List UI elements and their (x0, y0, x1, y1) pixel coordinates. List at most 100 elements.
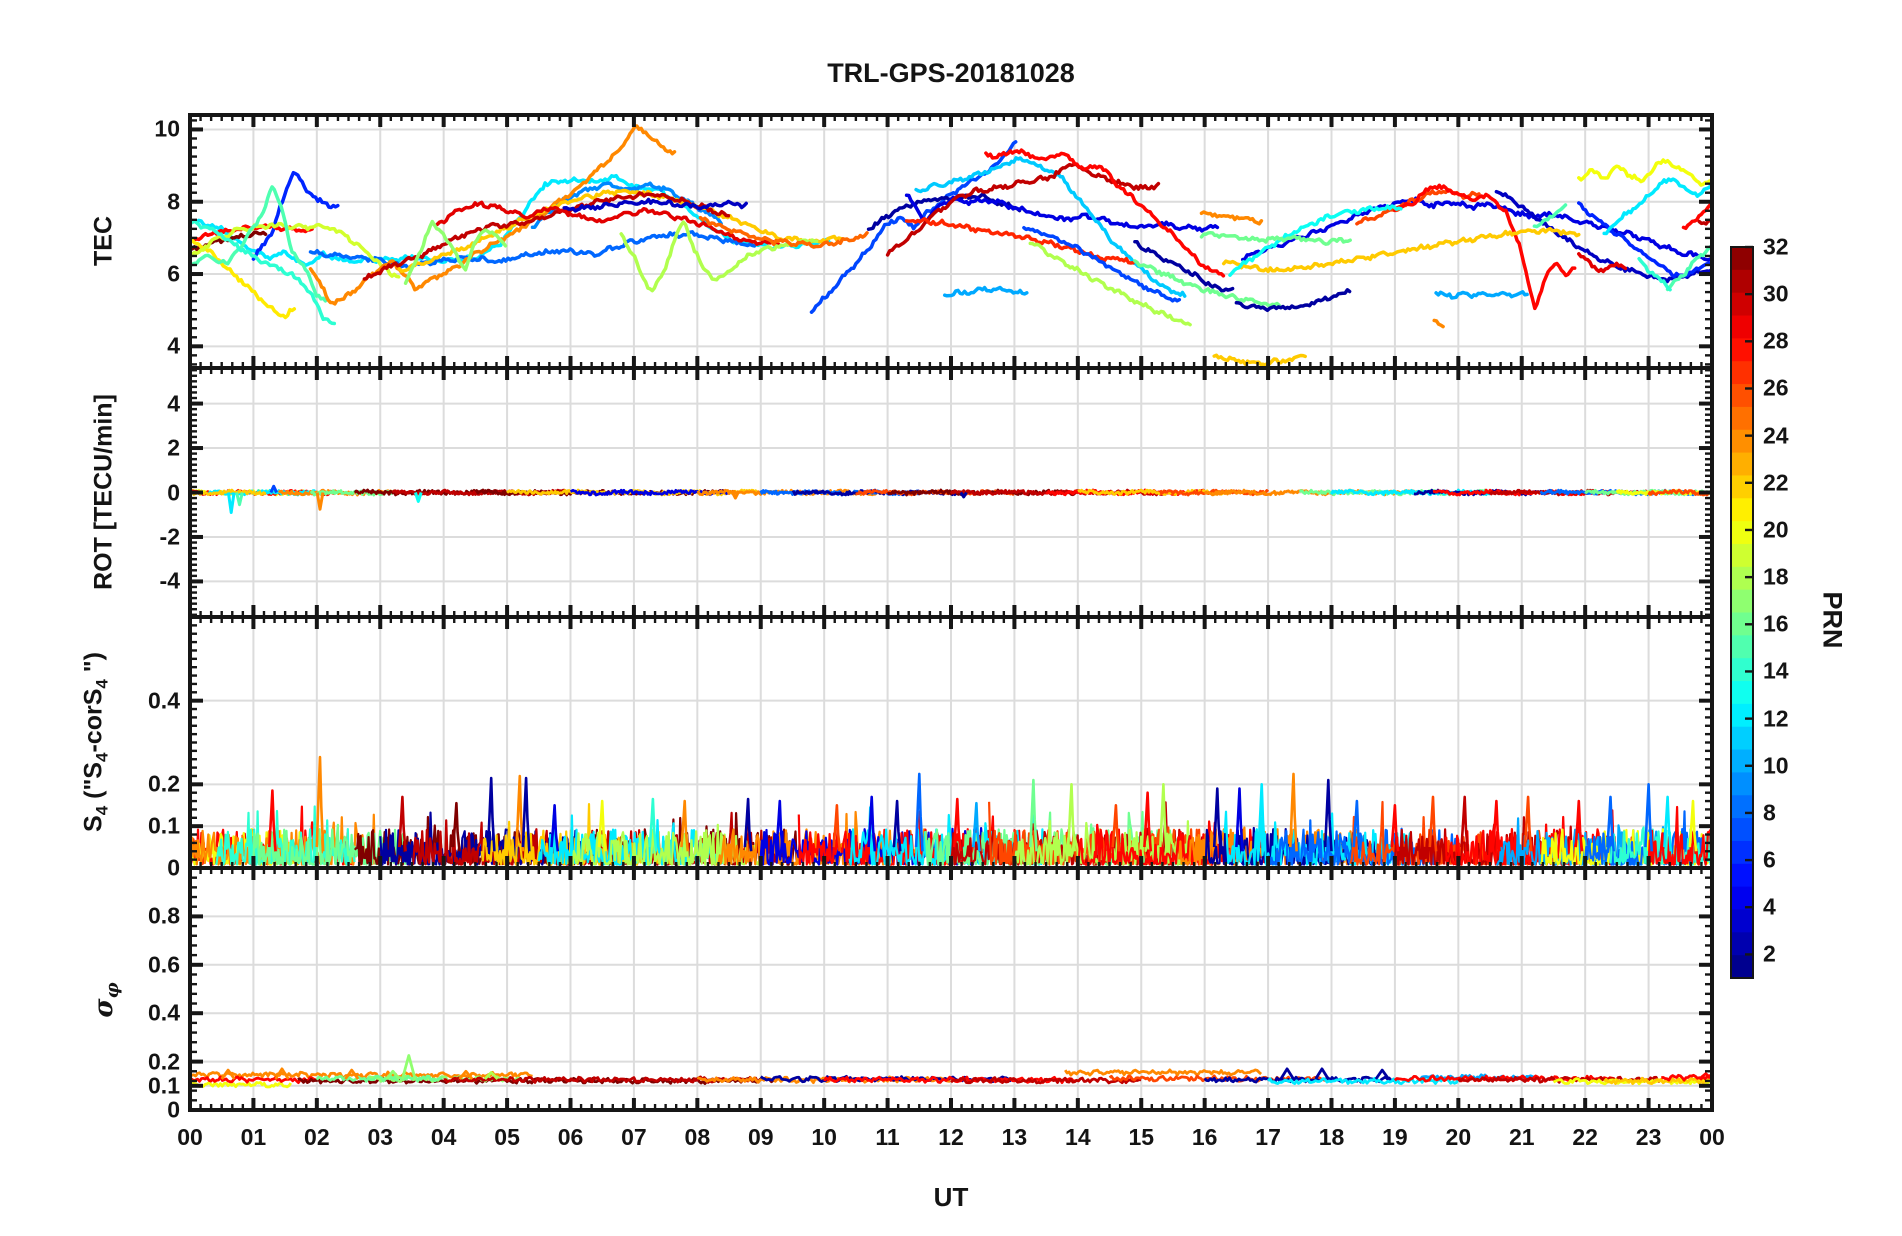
sigma-ytick-label: 0.1 (148, 1072, 180, 1099)
sigma-bump-prn-24 (220, 1068, 236, 1080)
x-tick-label: 21 (1508, 1124, 1535, 1150)
x-tick-label: 01 (240, 1124, 267, 1150)
rot-spike-prn-24 (315, 492, 325, 511)
sigma-bump-prn-17 (385, 1069, 401, 1080)
colorbar-tick-label: 26 (1763, 374, 1789, 401)
x-tick-label: 11 (875, 1124, 900, 1150)
s4-series-prn-28 (1647, 805, 1712, 866)
colorbar-tick-label: 6 (1763, 846, 1776, 873)
x-tick-label: 22 (1572, 1124, 1598, 1150)
tec-series-prn-30 (362, 191, 731, 281)
tec-series-prn-15 (1532, 203, 1568, 229)
colorbar-tick-label: 28 (1763, 327, 1789, 354)
s4-spike-prn-2 (892, 799, 902, 852)
grid-s4 (190, 617, 1712, 868)
sigma-ytick-label: 0.8 (148, 902, 180, 929)
s4-spike-prn-28 (1574, 799, 1584, 852)
rot-spike-prn-12 (226, 492, 236, 514)
tec-series-prn-18 (1028, 241, 1192, 327)
tec-series-prn-2 (1133, 239, 1235, 293)
tec-series-prn-2 (1234, 288, 1352, 313)
sigma-series-prn-28 (190, 1075, 317, 1084)
colorbar-tick-label: 30 (1763, 280, 1789, 307)
s4-spike-prn-28 (952, 797, 962, 852)
series-rot (190, 484, 1712, 514)
s4-spike-prn-2 (486, 776, 496, 852)
x-tick-label: 06 (557, 1124, 584, 1150)
x-tick-label: 00 (1699, 1124, 1725, 1150)
s4-spike-prn-4 (1235, 787, 1244, 852)
sigma-series-prn-22 (1603, 1076, 1712, 1085)
tec-series-prn-12 (1602, 177, 1712, 236)
tec-series-prn-3 (562, 197, 748, 213)
rot-series-prn-22 (506, 488, 762, 497)
rot-ytick-label: 4 (167, 390, 180, 417)
s4-spike-prn-8 (1644, 783, 1654, 852)
s4-spike-prn-2 (743, 797, 753, 852)
rot-ytick-label: -4 (159, 567, 180, 594)
s4-axis-label: S4 ("S4-corS4 ") (79, 652, 112, 832)
rot-spike-prn-13 (413, 492, 423, 503)
sigma-series-prn-24 (1064, 1068, 1263, 1077)
sigma-bump-prn-24 (458, 1069, 474, 1080)
tec-series-prn-7 (1022, 225, 1182, 303)
s4-spike-prn-8 (1606, 795, 1615, 852)
tec-ytick-label: 6 (167, 260, 180, 287)
s4-spike-prn-8 (1352, 799, 1362, 852)
sigma-bump-prn-2 (1314, 1067, 1330, 1080)
tec-ytick-label: 10 (154, 115, 180, 142)
tec-series-prn-4 (904, 193, 1220, 233)
colorbar-tick-label: 12 (1763, 705, 1789, 732)
tec-series-prn-22 (1212, 353, 1307, 367)
chart-title: TRL-GPS-20181028 (827, 58, 1075, 88)
x-tick-label: 12 (938, 1124, 964, 1150)
x-tick-label: 00 (177, 1124, 203, 1150)
x-tick-label: 04 (430, 1124, 457, 1150)
tec-series-prn-29 (1577, 252, 1628, 274)
tec-series-prn-15 (190, 185, 328, 303)
x-tick-label: 10 (811, 1124, 837, 1150)
x-tick-label: 09 (747, 1124, 774, 1150)
s4-ytick-label: 0.4 (148, 687, 180, 714)
colorbar (1730, 245, 1754, 979)
tec-series-prn-13 (1228, 204, 1403, 277)
s4-ytick-label: 0.1 (148, 812, 180, 839)
colorbar-tick-label: 4 (1763, 893, 1776, 920)
s4-spike-prn-4 (867, 795, 877, 852)
s4-spike-prn-28 (1390, 804, 1400, 852)
x-tick-label: 16 (1191, 1124, 1218, 1150)
s4-spike-prn-28 (1491, 799, 1501, 852)
s4-spike-prn-24 (515, 774, 525, 852)
x-tick-label: 14 (1065, 1124, 1091, 1150)
rot-axis-label: ROT [TECU/min] (89, 394, 118, 590)
s4-spike-prn-18 (1067, 783, 1076, 852)
tec-axis-label: TEC (89, 216, 118, 266)
x-tick-label: 19 (1382, 1124, 1408, 1150)
s4-spike-prn-24 (315, 755, 325, 852)
colorbar-title: PRN (1817, 591, 1848, 649)
s4-spike-prn-28 (268, 789, 277, 852)
s4-spike-prn-26 (832, 804, 842, 852)
s4-spike-prn-12 (1257, 783, 1267, 852)
s4-spike-prn-12 (1663, 795, 1673, 852)
x-axis-label: UT (933, 1182, 969, 1212)
colorbar-tick-label: 8 (1763, 799, 1776, 826)
rot-ytick-label: 2 (167, 434, 180, 461)
tec-series-prn-6 (251, 170, 340, 261)
tec-series-prn-29 (435, 200, 781, 247)
s4-spike-prn-20 (1688, 799, 1698, 852)
colorbar-tick-label: 18 (1763, 563, 1789, 590)
tec-ytick-label: 4 (167, 332, 180, 359)
tec-series-prn-15 (1665, 243, 1712, 292)
tec-series-prn-28 (984, 148, 1226, 278)
series-s4 (190, 755, 1712, 866)
panel-tec (188, 113, 1714, 370)
tec-series-prn-4 (1240, 196, 1712, 262)
sigma-ytick-label: 0.6 (148, 951, 180, 978)
sigma-ytick-label: 0.2 (148, 1048, 180, 1075)
sigma-series-prn-30 (950, 1076, 1142, 1085)
series-sigma (190, 1054, 1712, 1089)
tec-series-prn-21 (190, 235, 297, 320)
x-tick-label: 20 (1445, 1124, 1472, 1150)
